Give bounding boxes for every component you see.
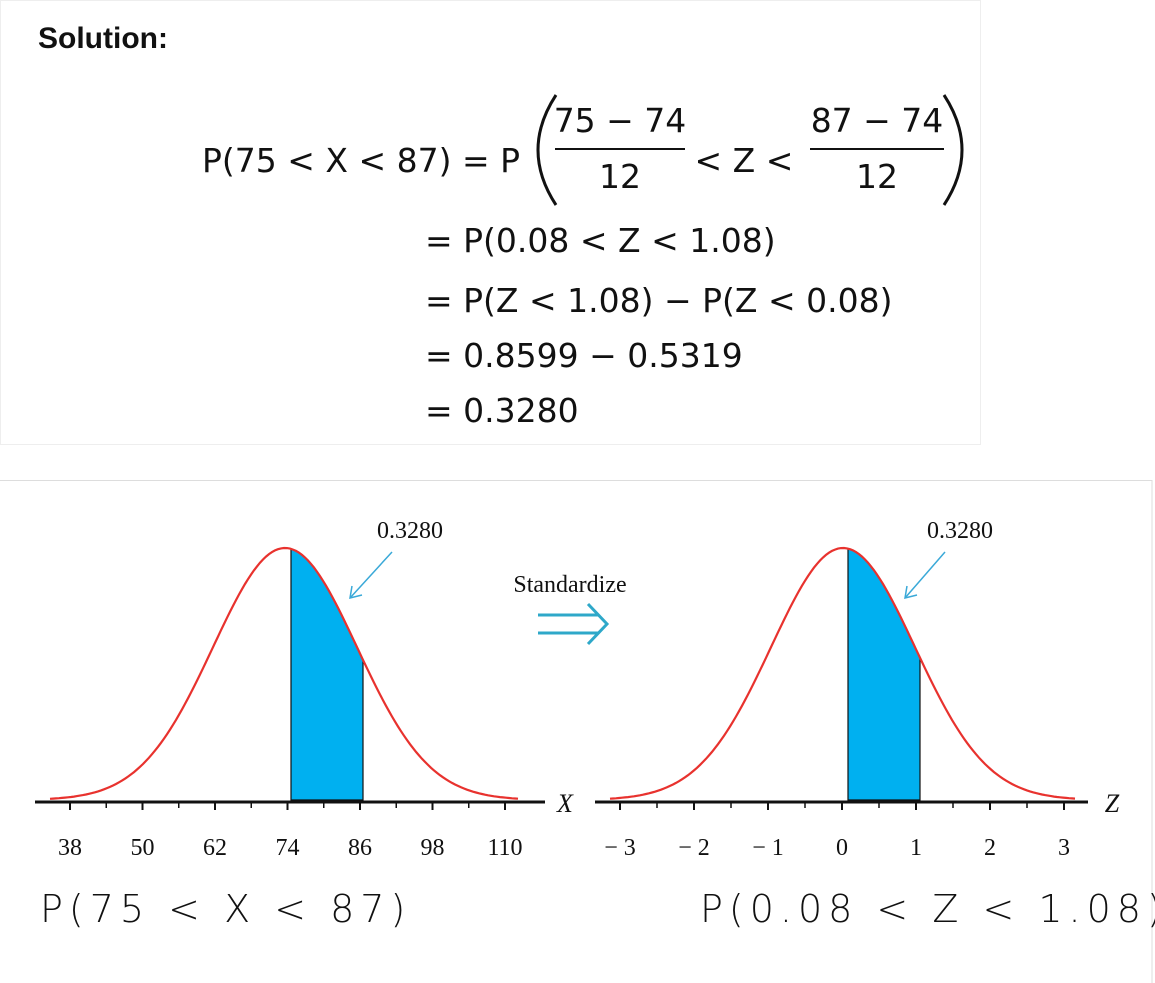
pointer-head (349, 585, 363, 600)
tick-label: 3 (1058, 835, 1070, 861)
tick-label: 2 (984, 835, 996, 861)
paren (536, 94, 558, 206)
tick-label: 50 (131, 835, 155, 861)
equation-line: = P(0.08 < Z < 1.08) (425, 221, 776, 260)
tick-label: 1 (910, 835, 922, 861)
solution-box (0, 0, 981, 445)
equation-line: = 0.3280 (425, 391, 579, 430)
axis-label: Z (1105, 789, 1120, 818)
pointer-line (349, 551, 393, 599)
solution-heading: Solution: (38, 22, 168, 55)
handwritten-note: P(75 < X < 87) (40, 887, 411, 931)
normal-curve (609, 546, 1076, 800)
standardize-arrow (538, 602, 610, 646)
equation-line: = P(Z < 1.08) − P(Z < 0.08) (425, 281, 893, 320)
pointer-line (904, 551, 946, 599)
tick-label: 98 (421, 835, 445, 861)
tick-label: 0 (836, 835, 848, 861)
equation: P(75 < X < 87) = P (202, 141, 520, 180)
axis-label: X (556, 789, 574, 818)
area-label: 0.3280 (927, 518, 993, 544)
numerator: 75 − 74 (554, 101, 687, 140)
tick-label: − 3 (604, 835, 636, 861)
tick-label: 38 (58, 835, 82, 861)
handwritten-note: P(0.08 < Z < 1.08) (700, 887, 1155, 931)
tick-label: 86 (348, 835, 372, 861)
tick-label: − 1 (752, 835, 784, 861)
tick-label: 62 (203, 835, 227, 861)
pointer-head (904, 585, 918, 600)
tick-label: 110 (487, 835, 522, 861)
paren (942, 94, 964, 206)
equation-line: = 0.8599 − 0.5319 (425, 336, 743, 375)
numerator: 87 − 74 (811, 101, 944, 140)
equation: < Z < (695, 141, 794, 180)
arrow-label: Standardize (513, 572, 626, 598)
denominator: 12 (599, 157, 641, 196)
area-label: 0.3280 (377, 518, 443, 544)
tick-label: − 2 (678, 835, 710, 861)
denominator: 12 (856, 157, 898, 196)
tick-label: 74 (276, 835, 300, 861)
normal-curve (49, 546, 519, 800)
